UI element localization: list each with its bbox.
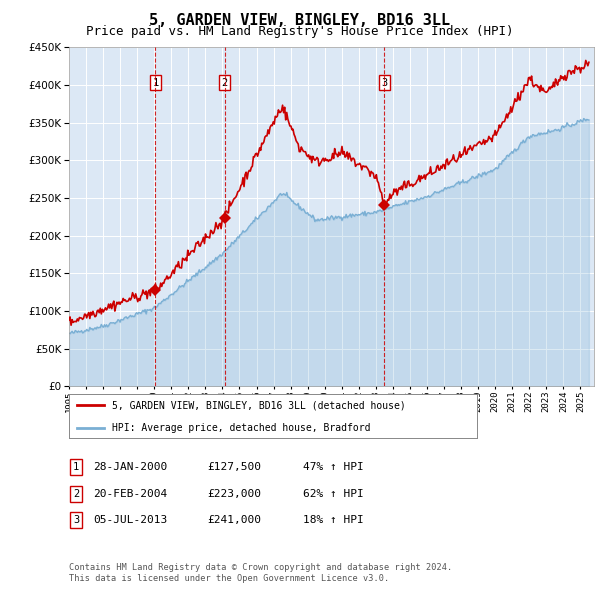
Text: £241,000: £241,000 (207, 516, 261, 525)
Text: £223,000: £223,000 (207, 489, 261, 499)
Text: 2: 2 (221, 78, 228, 88)
Text: 1: 1 (73, 463, 79, 472)
Text: HPI: Average price, detached house, Bradford: HPI: Average price, detached house, Brad… (112, 423, 370, 433)
Text: 5, GARDEN VIEW, BINGLEY, BD16 3LL (detached house): 5, GARDEN VIEW, BINGLEY, BD16 3LL (detac… (112, 401, 406, 411)
Text: Price paid vs. HM Land Registry's House Price Index (HPI): Price paid vs. HM Land Registry's House … (86, 25, 514, 38)
Text: 28-JAN-2000: 28-JAN-2000 (93, 463, 167, 472)
Text: 1: 1 (152, 78, 158, 88)
Text: 5, GARDEN VIEW, BINGLEY, BD16 3LL: 5, GARDEN VIEW, BINGLEY, BD16 3LL (149, 13, 451, 28)
Text: 62% ↑ HPI: 62% ↑ HPI (303, 489, 364, 499)
Text: 3: 3 (73, 516, 79, 525)
Text: 47% ↑ HPI: 47% ↑ HPI (303, 463, 364, 472)
Text: 20-FEB-2004: 20-FEB-2004 (93, 489, 167, 499)
Text: 05-JUL-2013: 05-JUL-2013 (93, 516, 167, 525)
Text: 2: 2 (73, 489, 79, 499)
Text: £127,500: £127,500 (207, 463, 261, 472)
Text: Contains HM Land Registry data © Crown copyright and database right 2024.
This d: Contains HM Land Registry data © Crown c… (69, 563, 452, 583)
Text: 3: 3 (382, 78, 388, 88)
Text: 18% ↑ HPI: 18% ↑ HPI (303, 516, 364, 525)
